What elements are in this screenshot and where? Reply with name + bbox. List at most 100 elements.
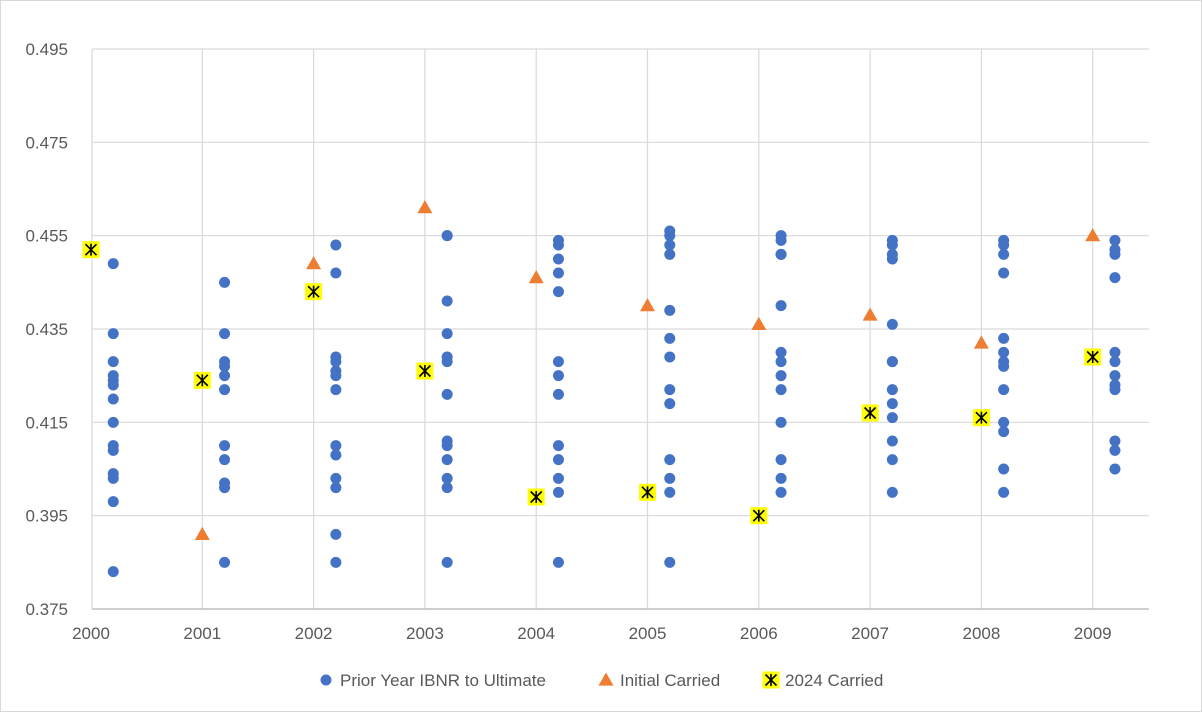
ibnr-point [552, 267, 564, 279]
x-tick-label: 2001 [183, 624, 221, 643]
ibnr-point [775, 300, 787, 312]
ibnr-point [441, 482, 453, 494]
ibnr-point [998, 239, 1010, 251]
carried-2024-point [82, 241, 100, 259]
ibnr-point [330, 239, 342, 251]
ibnr-point [1109, 435, 1121, 447]
carried-2024-point [305, 283, 323, 301]
ibnr-point [998, 486, 1010, 498]
ibnr-point [1109, 370, 1121, 382]
ibnr-point [107, 416, 119, 428]
ibnr-point [664, 454, 676, 466]
ibnr-point [441, 356, 453, 368]
data-points [82, 200, 1121, 578]
ibnr-point [552, 356, 564, 368]
legend-marker [762, 671, 780, 689]
ibnr-point [775, 384, 787, 396]
ibnr-point [552, 253, 564, 265]
ibnr-point [219, 440, 231, 452]
ibnr-point [552, 556, 564, 568]
ibnr-point [441, 454, 453, 466]
carried-2024-point [750, 507, 768, 525]
ibnr-point [664, 230, 676, 242]
ibnr-point [441, 295, 453, 307]
ibnr-point [107, 328, 119, 340]
ibnr-point [886, 412, 898, 424]
ibnr-point [552, 454, 564, 466]
ibnr-point [330, 556, 342, 568]
ibnr-point [998, 360, 1010, 372]
ibnr-point [330, 267, 342, 279]
x-tick-label: 2006 [740, 624, 778, 643]
ibnr-point [998, 346, 1010, 358]
legend-label: 2024 Carried [785, 671, 883, 690]
legend: Prior Year IBNR to Ultimate Initial Carri… [320, 671, 883, 690]
ibnr-point [552, 239, 564, 251]
ibnr-point [664, 351, 676, 363]
legend-item: 2024 Carried [762, 671, 883, 690]
legend-marker [320, 674, 332, 686]
ibnr-point [1109, 384, 1121, 396]
ibnr-point [552, 486, 564, 498]
ibnr-point [107, 472, 119, 484]
initial-carried-point [751, 316, 767, 330]
ibnr-point [886, 384, 898, 396]
ibnr-point [886, 253, 898, 265]
y-tick-label: 0.495 [25, 40, 68, 59]
series-2024-carried [82, 241, 1102, 525]
initial-carried-point [1085, 228, 1101, 242]
ibnr-point [998, 426, 1010, 438]
gridlines [91, 48, 1149, 609]
ibnr-point [1109, 248, 1121, 260]
series-initial-carried [194, 200, 1101, 540]
ibnr-point [775, 248, 787, 260]
x-tick-label: 2009 [1074, 624, 1112, 643]
series-prior-year-ibnr-to-ultimate [107, 225, 1121, 578]
y-tick-label: 0.415 [25, 413, 68, 432]
x-tick-label: 2004 [517, 624, 555, 643]
ibnr-point [107, 258, 119, 270]
ibnr-point [998, 384, 1010, 396]
initial-carried-point [306, 256, 322, 270]
ibnr-point [998, 416, 1010, 428]
carried-2024-point [1084, 348, 1102, 366]
ibnr-point [330, 384, 342, 396]
ibnr-point [219, 454, 231, 466]
ibnr-point [330, 356, 342, 368]
ibnr-point [441, 328, 453, 340]
ibnr-point [330, 528, 342, 540]
ibnr-point [1109, 463, 1121, 475]
ibnr-point [664, 486, 676, 498]
ibnr-point [441, 440, 453, 452]
initial-carried-point [640, 298, 655, 312]
ibnr-point [775, 356, 787, 368]
carried-2024-point [639, 483, 656, 501]
initial-carried-point [194, 526, 210, 540]
ibnr-point [107, 496, 119, 508]
ibnr-point [441, 388, 453, 400]
y-axis-ticks: 0.375 0.395 0.415 0.435 0.455 0.475 0.495 [25, 40, 68, 619]
carried-2024-point [861, 404, 879, 422]
ibnr-point [107, 356, 119, 368]
ibnr-point [1109, 444, 1121, 456]
ibnr-point [1109, 356, 1121, 368]
ibnr-point [552, 440, 564, 452]
x-tick-label: 2005 [629, 624, 667, 643]
ibnr-point [219, 370, 231, 382]
ibnr-point [664, 239, 676, 251]
ibnr-point [775, 454, 787, 466]
ibnr-point [552, 388, 564, 400]
ibnr-point [886, 356, 898, 368]
x-tick-label: 2008 [962, 624, 1000, 643]
y-tick-label: 0.435 [25, 320, 68, 339]
ibnr-point [998, 463, 1010, 475]
initial-carried-point [528, 270, 544, 284]
ibnr-point [441, 556, 453, 568]
y-tick-label: 0.395 [25, 507, 68, 526]
legend-marker [598, 672, 614, 686]
ibnr-point [664, 248, 676, 260]
carried-2024-point [193, 371, 211, 389]
ibnr-point [664, 332, 676, 344]
ibnr-point [441, 230, 453, 242]
